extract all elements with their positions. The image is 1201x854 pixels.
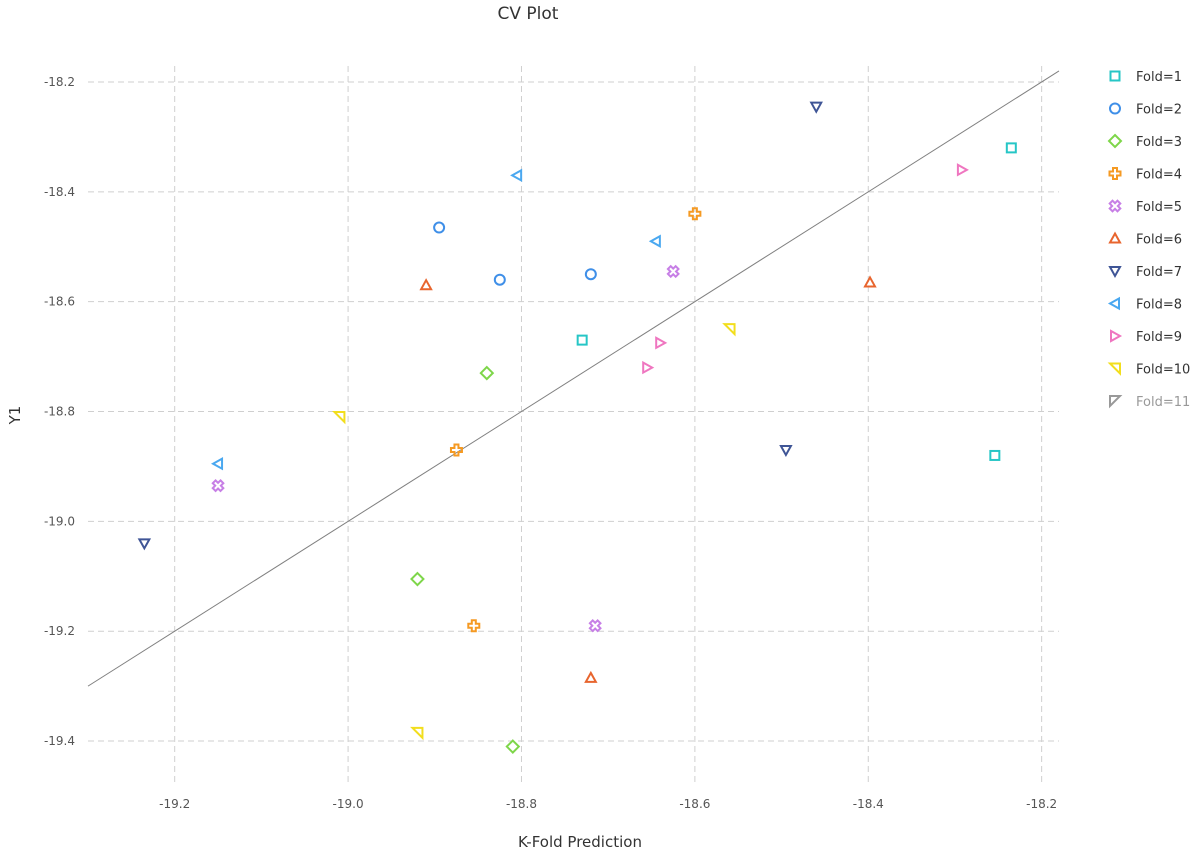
legend-item-fold-10[interactable]: Fold=10 — [1107, 362, 1190, 378]
legend-item-fold-6[interactable]: Fold=6 — [1108, 231, 1182, 248]
y-tick-label: -18.8 — [44, 405, 75, 419]
legend-item-fold-1[interactable]: Fold=1 — [1109, 70, 1183, 85]
legend-marker-corner-down-right — [1107, 362, 1121, 376]
point-fold-6-3 — [584, 670, 598, 683]
legend-item-fold-4[interactable]: Fold=4 — [1108, 167, 1183, 183]
grid — [88, 66, 1059, 785]
legend-label: Fold=2 — [1136, 103, 1182, 118]
legend-label: Fold=4 — [1136, 168, 1182, 183]
legend-label: Fold=10 — [1136, 363, 1190, 378]
point-fold-9-2 — [655, 336, 668, 350]
point-fold-2-3 — [584, 268, 597, 281]
x-tick-label: -18.6 — [679, 797, 710, 811]
point-fold-1-1 — [1005, 142, 1017, 154]
y-tick-label: -18.6 — [44, 295, 75, 309]
legend-marker-circle — [1109, 102, 1121, 115]
point-fold-2-1 — [433, 221, 446, 234]
y-axis-ticks: -18.2 -18.4 -18.6 -18.8 -19.0 -19.2 -19.4 — [44, 75, 75, 748]
legend-marker-square — [1109, 70, 1121, 82]
x-tick-label: -18.4 — [853, 797, 884, 811]
point-fold-1-2 — [989, 449, 1001, 461]
legend-item-fold-7[interactable]: Fold=7 — [1108, 265, 1182, 280]
legend-marker-diamond — [1107, 133, 1123, 149]
legend-marker-triangle-down — [1108, 266, 1122, 279]
legend-label: Fold=1 — [1136, 70, 1182, 85]
point-fold-5-2 — [211, 478, 225, 493]
legend-marker-corner-up-left — [1109, 395, 1123, 409]
y-tick-label: -18.4 — [44, 185, 75, 199]
y-tick-label: -19.2 — [44, 624, 75, 638]
point-fold-4-1 — [688, 207, 702, 221]
x-tick-label: -18.8 — [506, 797, 537, 811]
legend-label: Fold=8 — [1136, 298, 1182, 313]
point-fold-8-1 — [510, 168, 523, 183]
legend-marker-x — [1108, 199, 1122, 213]
legend-label: Fold=3 — [1136, 135, 1182, 150]
point-fold-10-3 — [410, 726, 424, 741]
point-fold-4-3 — [467, 619, 481, 633]
point-fold-8-3 — [210, 456, 224, 471]
reference-line — [87, 70, 1060, 687]
point-fold-3-1 — [479, 365, 495, 381]
data-points — [137, 101, 1017, 754]
x-tick-label: -19.0 — [333, 797, 364, 811]
legend-item-fold-3[interactable]: Fold=3 — [1107, 133, 1182, 150]
y-tick-label: -19.4 — [44, 734, 75, 748]
point-fold-3-2 — [410, 571, 425, 587]
y-tick-label: -19.0 — [44, 514, 75, 528]
legend-item-fold-8[interactable]: Fold=8 — [1107, 296, 1182, 313]
legend: Fold=1 Fold=2 Fold=3 Fold=4 Fold=5 Fold=6 Fold… — [1107, 70, 1190, 410]
point-fold-9-1 — [956, 163, 969, 177]
x-axis-ticks: -19.2 -19.0 -18.8 -18.6 -18.4 -18.2 — [159, 797, 1057, 811]
x-tick-label: -18.2 — [1026, 797, 1057, 811]
point-fold-10-1 — [722, 323, 736, 337]
legend-item-fold-11[interactable]: Fold=11 — [1109, 395, 1190, 410]
legend-label: Fold=7 — [1136, 265, 1182, 280]
point-fold-5-2-shape — [211, 478, 225, 493]
point-fold-3-3 — [505, 739, 521, 754]
legend-marker-triangle-right — [1110, 329, 1123, 343]
chart-title: CV Plot — [498, 4, 559, 24]
point-fold-6-1 — [419, 278, 433, 291]
legend-marker-triangle-up — [1108, 231, 1122, 244]
y-axis-title: Y1 — [6, 406, 24, 426]
legend-item-fold-5[interactable]: Fold=5 — [1107, 198, 1182, 215]
point-fold-5-1 — [666, 264, 680, 279]
point-fold-9-3 — [642, 360, 655, 375]
legend-label: Fold=6 — [1136, 233, 1182, 248]
point-fold-5-1-shape — [666, 264, 680, 279]
legend-label: Fold=11 — [1136, 395, 1190, 410]
legend-marker-triangle-left — [1107, 296, 1120, 311]
point-fold-6-2 — [863, 275, 877, 288]
point-fold-5-3 — [588, 619, 602, 633]
x-axis-title: K-Fold Prediction — [518, 833, 642, 851]
point-fold-5-3-shape — [588, 619, 602, 633]
point-fold-1-3 — [576, 334, 588, 346]
y-tick-label: -18.2 — [44, 75, 75, 89]
point-fold-8-2 — [648, 234, 661, 248]
point-fold-7-2 — [779, 444, 793, 458]
x-tick-label: -19.2 — [159, 797, 190, 811]
point-fold-7-1 — [809, 101, 823, 114]
point-fold-4-2 — [449, 443, 463, 457]
point-fold-7-3 — [137, 538, 152, 551]
legend-marker-cross — [1108, 167, 1122, 180]
legend-label: Fold=5 — [1136, 200, 1182, 215]
point-fold-2-2 — [493, 273, 506, 286]
legend-item-fold-2[interactable]: Fold=2 — [1109, 102, 1182, 118]
legend-marker-x-shape — [1108, 199, 1122, 213]
point-fold-10-2 — [332, 411, 346, 425]
legend-item-fold-9[interactable]: Fold=9 — [1110, 329, 1182, 345]
legend-label: Fold=9 — [1136, 330, 1182, 345]
